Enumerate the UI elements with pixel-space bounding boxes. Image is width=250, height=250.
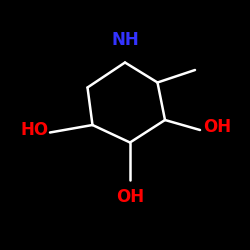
Text: OH: OH bbox=[204, 118, 232, 136]
Text: NH: NH bbox=[111, 31, 139, 49]
Text: OH: OH bbox=[116, 188, 144, 206]
Text: HO: HO bbox=[21, 121, 49, 139]
